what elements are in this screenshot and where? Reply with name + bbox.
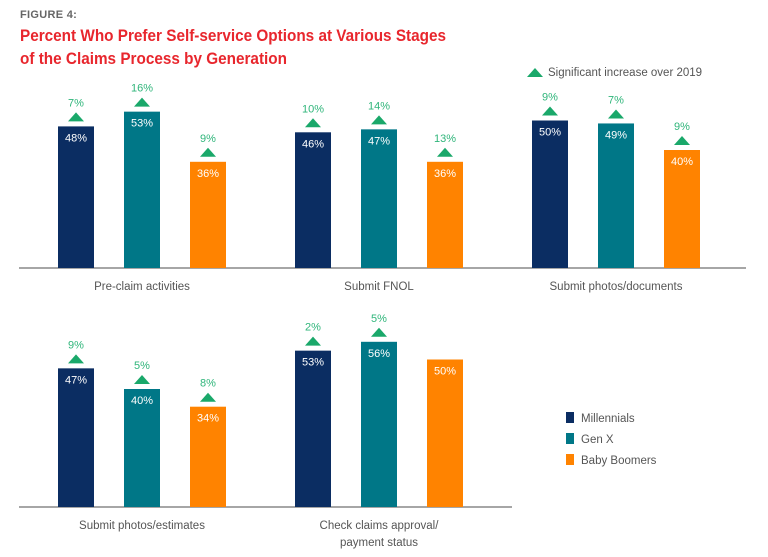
category-label: payment status bbox=[340, 537, 418, 549]
increase-label: 13% bbox=[434, 133, 456, 145]
increase-label: 7% bbox=[608, 94, 624, 106]
increase-label: 2% bbox=[305, 322, 321, 334]
bar-baby-boomers bbox=[190, 161, 226, 268]
data-label: 46% bbox=[302, 138, 324, 150]
increase-label: 10% bbox=[302, 103, 324, 115]
increase-label: 9% bbox=[200, 133, 216, 145]
legend-label: Gen X bbox=[581, 434, 614, 446]
bar-gen-x bbox=[598, 123, 634, 268]
data-label: 50% bbox=[434, 366, 456, 378]
data-label: 50% bbox=[539, 127, 561, 139]
increase-label: 8% bbox=[200, 378, 216, 390]
category-label: Submit photos/documents bbox=[550, 281, 683, 293]
increase-triangle-icon bbox=[608, 109, 624, 119]
legend-label: Baby Boomers bbox=[581, 455, 657, 467]
bar-millennials bbox=[58, 126, 94, 269]
data-label: 36% bbox=[197, 168, 219, 180]
increase-triangle-icon bbox=[68, 112, 84, 122]
legend-label: Millennials bbox=[581, 413, 635, 425]
increase-label: 9% bbox=[68, 339, 84, 351]
increase-triangle-icon bbox=[305, 336, 321, 346]
data-label: 56% bbox=[368, 348, 390, 360]
increase-triangle-icon bbox=[200, 392, 216, 402]
legend-swatch bbox=[566, 433, 574, 444]
bar-millennials bbox=[532, 120, 568, 268]
increase-label: 7% bbox=[68, 97, 84, 109]
legend-swatch bbox=[566, 454, 574, 465]
increase-triangle-icon bbox=[542, 106, 558, 116]
data-label: 53% bbox=[302, 357, 324, 369]
increase-triangle-icon bbox=[68, 354, 84, 364]
increase-label: 9% bbox=[542, 92, 558, 104]
category-label: Check claims approval/ bbox=[320, 520, 440, 532]
increase-triangle-icon bbox=[200, 147, 216, 157]
bar-gen-x bbox=[124, 389, 160, 507]
category-label: Submit photos/estimates bbox=[79, 520, 205, 532]
increase-triangle-icon bbox=[134, 97, 150, 107]
increase-triangle-icon bbox=[305, 118, 321, 128]
bar-millennials bbox=[295, 350, 331, 507]
figure-label: FIGURE 4: bbox=[20, 9, 78, 21]
legend-swatch bbox=[566, 412, 574, 423]
category-label: Submit FNOL bbox=[344, 281, 414, 293]
data-label: 40% bbox=[131, 395, 153, 407]
increase-label: 16% bbox=[131, 83, 153, 95]
data-label: 47% bbox=[65, 374, 87, 386]
title-line-1: Percent Who Prefer Self-service Options … bbox=[20, 26, 446, 45]
increase-triangle-icon bbox=[371, 327, 387, 337]
increase-triangle-icon bbox=[437, 147, 453, 157]
bar-gen-x bbox=[124, 111, 160, 269]
data-label: 48% bbox=[65, 132, 87, 144]
data-label: 49% bbox=[605, 129, 627, 141]
increase-triangle-icon bbox=[527, 68, 543, 77]
bar-gen-x bbox=[361, 129, 397, 268]
bar-millennials bbox=[295, 132, 331, 268]
bar-baby-boomers bbox=[190, 406, 226, 507]
bar-gen-x bbox=[361, 341, 397, 507]
increase-triangle-icon bbox=[674, 136, 690, 145]
increase-label: 5% bbox=[371, 313, 387, 325]
increase-label: 5% bbox=[134, 360, 150, 372]
bar-baby-boomers bbox=[427, 359, 463, 507]
data-label: 47% bbox=[368, 135, 390, 147]
data-label: 40% bbox=[671, 156, 693, 168]
data-label: 53% bbox=[131, 118, 153, 130]
bar-millennials bbox=[58, 368, 94, 507]
increase-label: 14% bbox=[368, 100, 390, 112]
increase-triangle-icon bbox=[371, 115, 387, 125]
data-label: 34% bbox=[197, 413, 219, 425]
bar-baby-boomers bbox=[427, 161, 463, 268]
increase-label: 9% bbox=[674, 121, 690, 133]
category-label: Pre-claim activities bbox=[94, 281, 190, 293]
chart-title: Percent Who Prefer Self-service Options … bbox=[20, 24, 446, 70]
title-line-2: of the Claims Process by Generation bbox=[20, 49, 287, 68]
increase-triangle-icon bbox=[134, 375, 150, 384]
bar-baby-boomers bbox=[664, 150, 700, 268]
data-label: 36% bbox=[434, 168, 456, 180]
significance-legend-label: Significant increase over 2019 bbox=[548, 67, 702, 79]
